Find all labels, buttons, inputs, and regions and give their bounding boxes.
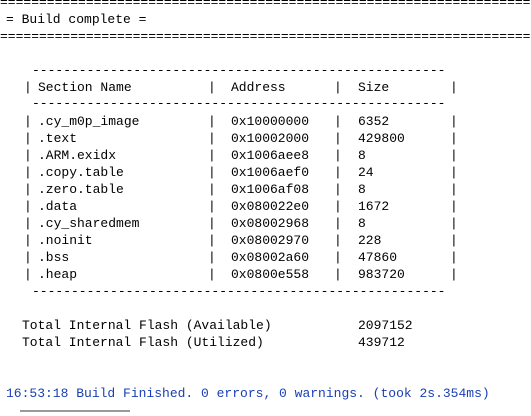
separator: | — [24, 114, 32, 129]
rule: ========================================… — [0, 29, 531, 44]
separator: | — [24, 267, 32, 282]
separator: | — [24, 80, 32, 95]
total-label: Total Internal Flash (Available) — [22, 318, 272, 333]
separator: | — [334, 80, 342, 95]
separator: | — [450, 233, 458, 248]
separator: | — [450, 80, 458, 95]
separator: | — [24, 131, 32, 146]
table-cell: 24 — [358, 165, 374, 180]
table-cell: 429800 — [358, 131, 405, 146]
separator: | — [208, 80, 216, 95]
separator: | — [334, 131, 342, 146]
separator: | — [334, 114, 342, 129]
separator: | — [334, 199, 342, 214]
separator: | — [208, 250, 216, 265]
separator: | — [24, 165, 32, 180]
table-cell: 8 — [358, 148, 366, 163]
separator: | — [334, 250, 342, 265]
table-cell: .heap — [38, 267, 78, 282]
table-cell: 228 — [358, 233, 382, 248]
separator: | — [334, 148, 342, 163]
total-label: Total Internal Flash (Utilized) — [22, 335, 264, 350]
separator: | — [450, 250, 458, 265]
status-line: 16:53:18 Build Finished. 0 errors, 0 war… — [6, 386, 490, 401]
separator: | — [208, 216, 216, 231]
separator: | — [334, 216, 342, 231]
separator: | — [450, 148, 458, 163]
table-cell: .copy.table — [38, 165, 124, 180]
table-cell: 0x08002968 — [231, 216, 310, 231]
separator: | — [450, 165, 458, 180]
separator: | — [208, 165, 216, 180]
table-rule: ----------------------------------------… — [32, 284, 446, 299]
separator: | — [208, 233, 216, 248]
column-header: Size — [358, 80, 390, 95]
build-title: = Build complete = — [6, 12, 147, 27]
separator: | — [24, 250, 32, 265]
separator: | — [208, 267, 216, 282]
table-cell: .bss — [38, 250, 70, 265]
table-cell: 1672 — [358, 199, 390, 214]
separator: | — [208, 114, 216, 129]
table-cell: 0x10000000 — [231, 114, 310, 129]
table-cell: .text — [38, 131, 78, 146]
scrollbar[interactable] — [20, 410, 130, 412]
table-cell: 0x080022e0 — [231, 199, 310, 214]
table-cell: 0x08002970 — [231, 233, 310, 248]
rule: ========================================… — [0, 0, 531, 10]
table-cell: .noinit — [38, 233, 93, 248]
table-cell: 0x1006aef0 — [231, 165, 310, 180]
separator: | — [208, 131, 216, 146]
separator: | — [24, 216, 32, 231]
separator: | — [24, 148, 32, 163]
table-cell: 8 — [358, 182, 366, 197]
table-cell: 6352 — [358, 114, 390, 129]
separator: | — [208, 199, 216, 214]
separator: | — [24, 182, 32, 197]
table-rule: ----------------------------------------… — [32, 96, 446, 111]
separator: | — [450, 199, 458, 214]
separator: | — [24, 233, 32, 248]
table-cell: 8 — [358, 216, 366, 231]
table-cell: .ARM.exidx — [38, 148, 117, 163]
total-value: 439712 — [358, 335, 405, 350]
table-cell: .cy_sharedmem — [38, 216, 140, 231]
column-header: Address — [231, 80, 286, 95]
table-cell: .zero.table — [38, 182, 124, 197]
table-cell: 0x08002a60 — [231, 250, 310, 265]
separator: | — [450, 182, 458, 197]
table-cell: 47860 — [358, 250, 398, 265]
table-cell: 0x10002000 — [231, 131, 310, 146]
table-cell: 983720 — [358, 267, 405, 282]
separator: | — [334, 165, 342, 180]
table-cell: .cy_m0p_image — [38, 114, 140, 129]
separator: | — [208, 182, 216, 197]
separator: | — [208, 148, 216, 163]
table-cell: .data — [38, 199, 78, 214]
separator: | — [334, 182, 342, 197]
total-value: 2097152 — [358, 318, 413, 333]
table-cell: 0x1006aee8 — [231, 148, 310, 163]
separator: | — [450, 114, 458, 129]
separator: | — [450, 131, 458, 146]
table-rule: ----------------------------------------… — [32, 63, 446, 78]
separator: | — [334, 267, 342, 282]
separator: | — [450, 216, 458, 231]
column-header: Section Name — [38, 80, 132, 95]
table-cell: 0x1006af08 — [231, 182, 310, 197]
table-cell: 0x0800e558 — [231, 267, 310, 282]
separator: | — [24, 199, 32, 214]
separator: | — [334, 233, 342, 248]
separator: | — [450, 267, 458, 282]
